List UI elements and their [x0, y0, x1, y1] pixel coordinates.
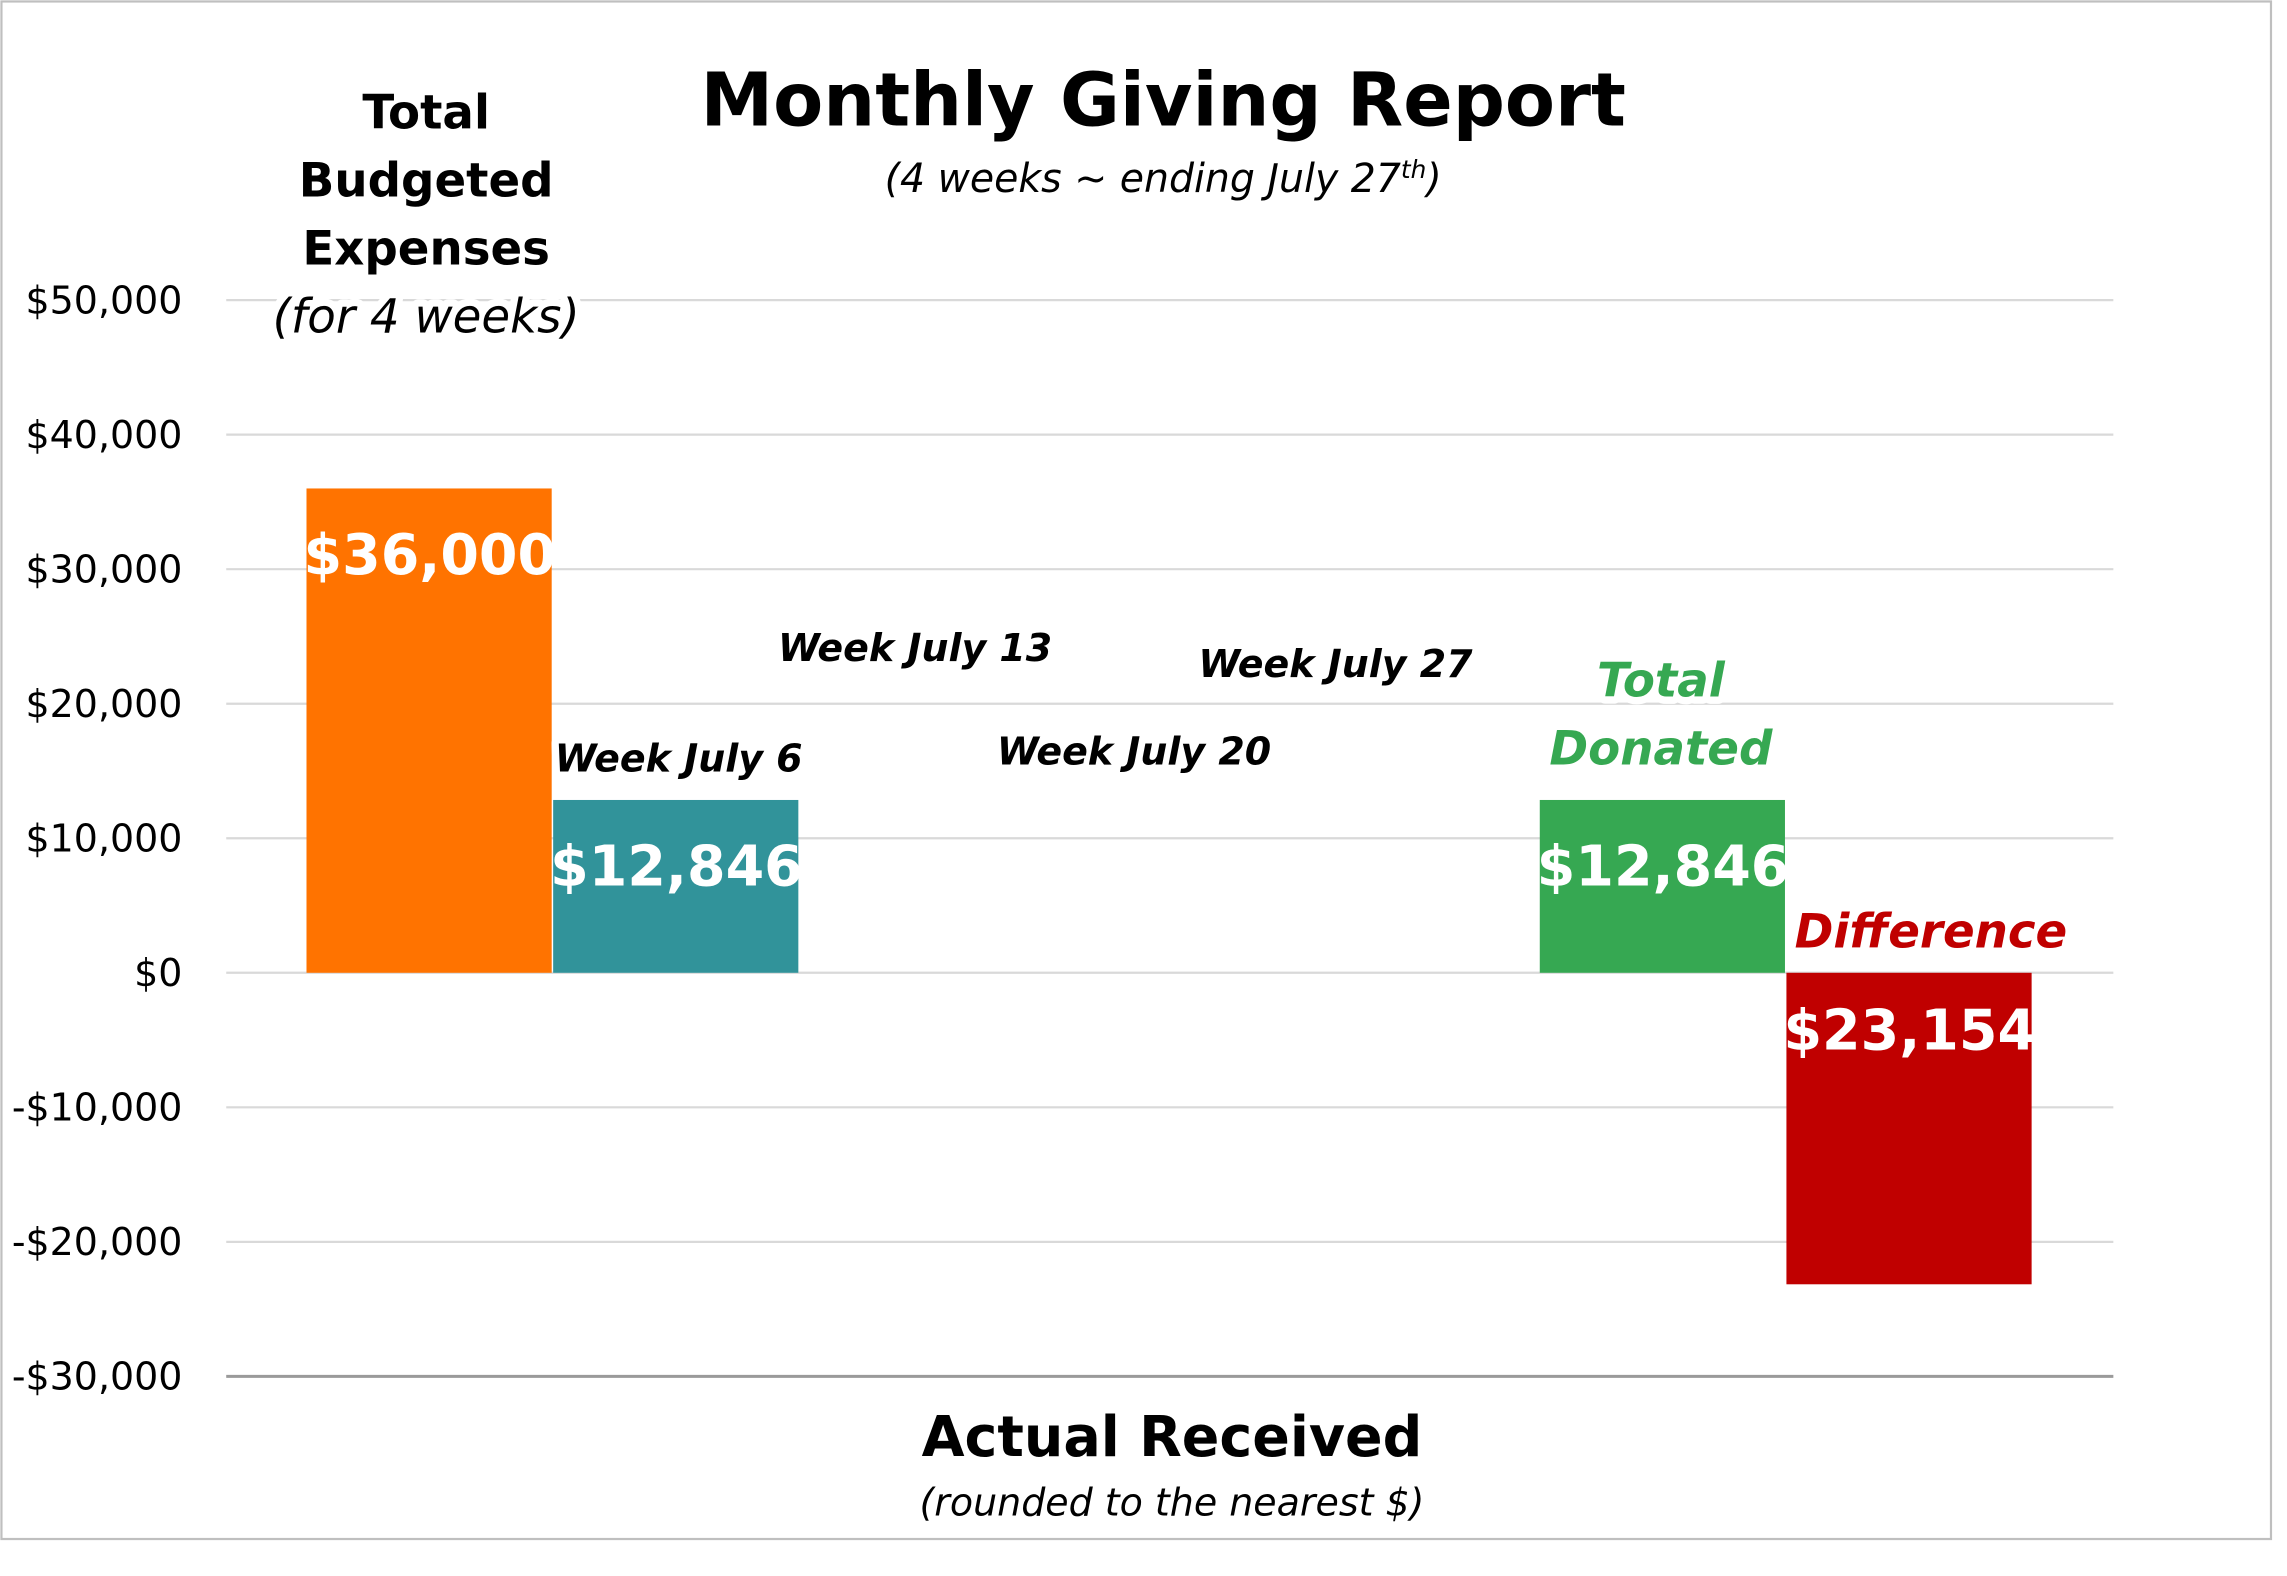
y-tick-label: $50,000: [26, 279, 183, 323]
y-tick-label: $0: [134, 952, 182, 996]
x-axis-title: Actual Received: [922, 1405, 1423, 1470]
y-tick-label: $20,000: [26, 683, 183, 727]
y-tick-label: -$20,000: [12, 1221, 183, 1265]
category-label: Total: [362, 85, 490, 140]
category-label: Total: [1597, 653, 1726, 708]
bar: [553, 799, 799, 973]
subtitle-part: th: [1401, 154, 1426, 183]
y-tick-label: -$30,000: [12, 1355, 183, 1399]
bars: [306, 488, 2032, 1285]
labels: $36,000 Total Budgeted Expenses (for 4 weeks…: [265, 78, 2074, 1064]
subtitle-part: ): [1423, 156, 1441, 202]
category-label: Week July 6: [555, 738, 803, 782]
category-label: Week July 27: [1198, 643, 1473, 687]
y-tick-label: $30,000: [26, 548, 183, 592]
chart-title: Monthly Giving Report: [701, 58, 1626, 144]
grid: [226, 299, 2114, 1378]
y-tick-label: -$10,000: [12, 1086, 183, 1130]
category-label: Week July 13: [778, 627, 1052, 671]
bar-value-label: $12,846: [550, 834, 803, 899]
subtitle-part: (4 weeks ~ ending July 27: [885, 156, 1401, 202]
category-label: Expenses: [302, 221, 550, 276]
category-label: Donated: [1549, 721, 1773, 776]
bar-value-label: $36,000: [304, 523, 557, 588]
category-label: Week July 20: [997, 730, 1271, 774]
category-label: (for 4 weeks): [273, 289, 580, 344]
y-tick-label: $10,000: [26, 817, 183, 861]
y-tick-label: $40,000: [26, 414, 183, 458]
category-label: Budgeted: [299, 153, 554, 208]
bar: [306, 488, 552, 973]
bar-value-label: $23,154: [1783, 998, 2036, 1063]
category-label: Difference: [1795, 904, 2068, 959]
bar-value-label: $12,846: [1537, 834, 1790, 899]
bar: [1786, 972, 2032, 1285]
x-axis-note: (rounded to the nearest $): [919, 1481, 1424, 1525]
bar: [1539, 799, 1785, 973]
chart-subtitle: (4 weeks ~ ending July 27th): [885, 154, 1442, 202]
